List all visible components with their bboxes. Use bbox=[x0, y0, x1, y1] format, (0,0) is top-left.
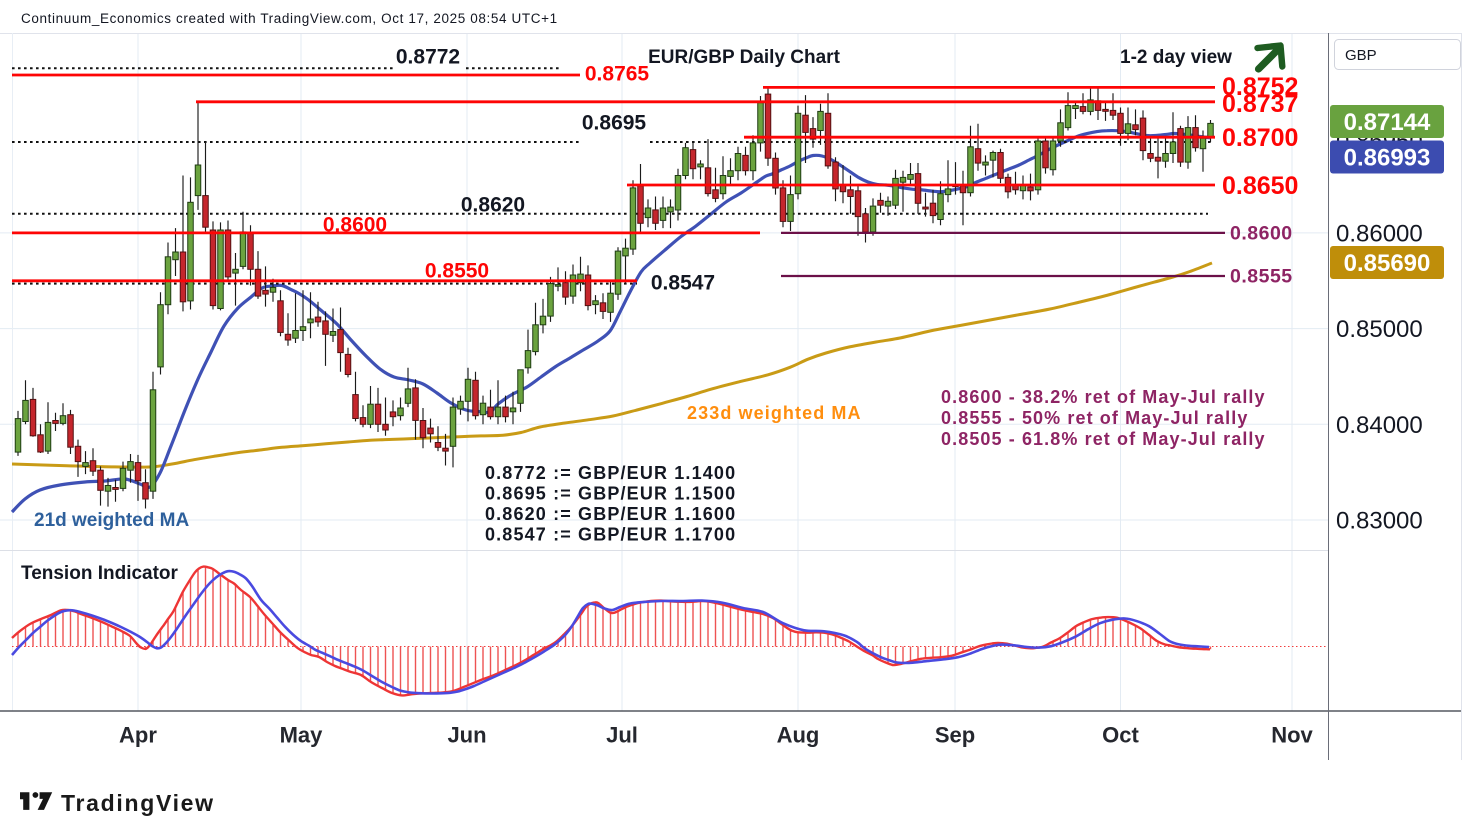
svg-text:233d weighted MA: 233d weighted MA bbox=[687, 403, 862, 423]
svg-text:0.8620 := GBP/EUR 1.1600: 0.8620 := GBP/EUR 1.1600 bbox=[485, 504, 736, 524]
svg-text:0.84000: 0.84000 bbox=[1336, 412, 1423, 439]
svg-text:Nov: Nov bbox=[1271, 723, 1313, 748]
svg-text:0.8650: 0.8650 bbox=[1222, 172, 1298, 200]
svg-text:0.8550: 0.8550 bbox=[425, 260, 489, 283]
svg-text:Aug: Aug bbox=[777, 723, 820, 748]
svg-text:0.8695 := GBP/EUR 1.1500: 0.8695 := GBP/EUR 1.1500 bbox=[485, 484, 736, 504]
svg-text:0.8695: 0.8695 bbox=[582, 112, 647, 135]
svg-text:0.87144: 0.87144 bbox=[1344, 109, 1431, 136]
svg-text:0.86993: 0.86993 bbox=[1344, 145, 1431, 172]
svg-text:0.8555: 0.8555 bbox=[1230, 265, 1293, 287]
svg-text:0.8547 := GBP/EUR 1.1700: 0.8547 := GBP/EUR 1.1700 bbox=[485, 525, 736, 545]
svg-text:0.83000: 0.83000 bbox=[1336, 508, 1423, 535]
svg-text:0.8555 - 50% ret of May-Jul ra: 0.8555 - 50% ret of May-Jul rally bbox=[941, 408, 1248, 428]
svg-text:0.8600: 0.8600 bbox=[1230, 222, 1293, 244]
svg-text:Apr: Apr bbox=[119, 723, 157, 748]
svg-text:TradingView: TradingView bbox=[61, 790, 215, 816]
svg-text:0.85000: 0.85000 bbox=[1336, 316, 1423, 343]
svg-text:0.8700: 0.8700 bbox=[1222, 124, 1298, 152]
svg-text:0.8547: 0.8547 bbox=[651, 272, 715, 295]
svg-text:0.8620: 0.8620 bbox=[461, 194, 525, 217]
svg-text:Oct: Oct bbox=[1102, 723, 1139, 748]
svg-text:GBP: GBP bbox=[1345, 47, 1377, 64]
svg-text:0.8752: 0.8752 bbox=[1222, 73, 1298, 101]
svg-text:0.8737: 0.8737 bbox=[1222, 90, 1298, 118]
svg-text:1-2 day view: 1-2 day view bbox=[1120, 47, 1232, 68]
svg-text:Sep: Sep bbox=[935, 723, 975, 748]
svg-text:0.8505 - 61.8% ret of May-Jul: 0.8505 - 61.8% ret of May-Jul rally bbox=[941, 429, 1266, 449]
svg-text:0.8772 := GBP/EUR 1.1400: 0.8772 := GBP/EUR 1.1400 bbox=[485, 463, 736, 483]
svg-text:EUR/GBP Daily Chart: EUR/GBP Daily Chart bbox=[648, 47, 840, 68]
svg-text:May: May bbox=[280, 723, 324, 748]
svg-text:0.8600 - 38.2% ret of May-Jul: 0.8600 - 38.2% ret of May-Jul rally bbox=[941, 387, 1266, 407]
svg-text:0.8600: 0.8600 bbox=[323, 214, 387, 237]
svg-text:0.8772: 0.8772 bbox=[396, 46, 460, 69]
svg-text:Jul: Jul bbox=[606, 723, 638, 748]
svg-text:Jun: Jun bbox=[447, 723, 486, 748]
svg-text:0.85690: 0.85690 bbox=[1344, 250, 1431, 277]
svg-text:0.86000: 0.86000 bbox=[1336, 220, 1423, 247]
svg-text:Tension Indicator: Tension Indicator bbox=[21, 563, 179, 584]
svg-text:21d weighted MA: 21d weighted MA bbox=[34, 510, 189, 531]
svg-text:0.8765: 0.8765 bbox=[585, 63, 650, 86]
svg-text:Continuum_Economics created wi: Continuum_Economics created with Trading… bbox=[21, 11, 558, 26]
